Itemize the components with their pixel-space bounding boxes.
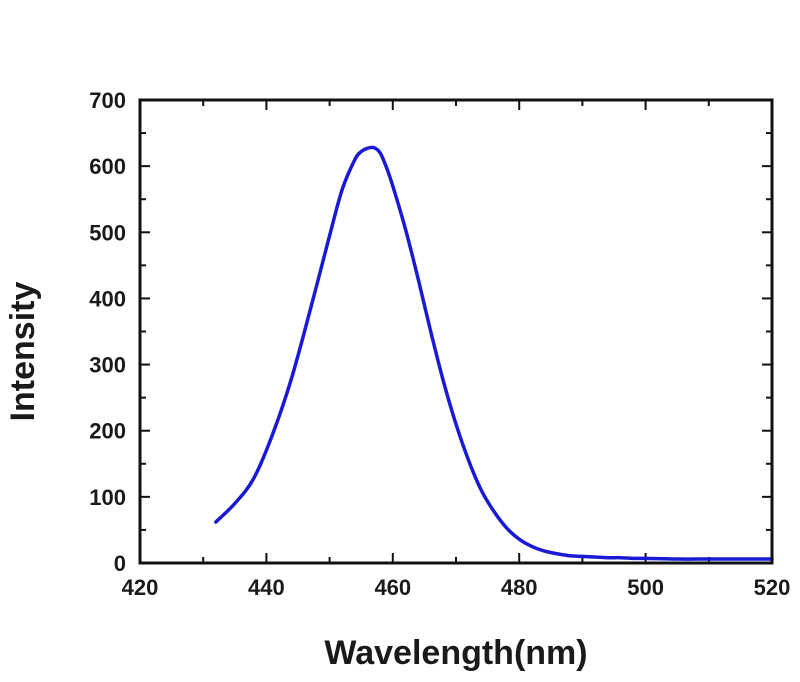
- x-tick-label: 420: [122, 575, 159, 600]
- y-axis-ticks: [140, 99, 772, 564]
- y-tick-label: 200: [89, 419, 126, 444]
- spectrum-series-line: [214, 145, 774, 561]
- x-tick-label: 520: [754, 575, 791, 600]
- y-tick-label: 0: [114, 551, 126, 576]
- tick-labels: 0 100 200 300 400 500 600 700 420 440 460 480 500 520: [89, 88, 790, 600]
- series-layer: [214, 145, 774, 561]
- x-tick-label: 440: [248, 575, 285, 600]
- x-tick-label: 460: [374, 575, 411, 600]
- x-tick-label: 500: [627, 575, 664, 600]
- y-tick-label: 700: [89, 88, 126, 113]
- x-axis-title: Wavelength(nm): [324, 634, 587, 672]
- y-tick-label: 100: [89, 485, 126, 510]
- y-tick-label: 500: [89, 220, 126, 245]
- plot-frame: [138, 98, 774, 565]
- x-axis-ticks: [139, 100, 773, 563]
- y-axis-title: Intensity: [4, 282, 42, 422]
- y-tick-label: 600: [89, 154, 126, 179]
- y-tick-label: 300: [89, 353, 126, 378]
- x-tick-label: 480: [501, 575, 538, 600]
- y-tick-label: 400: [89, 286, 126, 311]
